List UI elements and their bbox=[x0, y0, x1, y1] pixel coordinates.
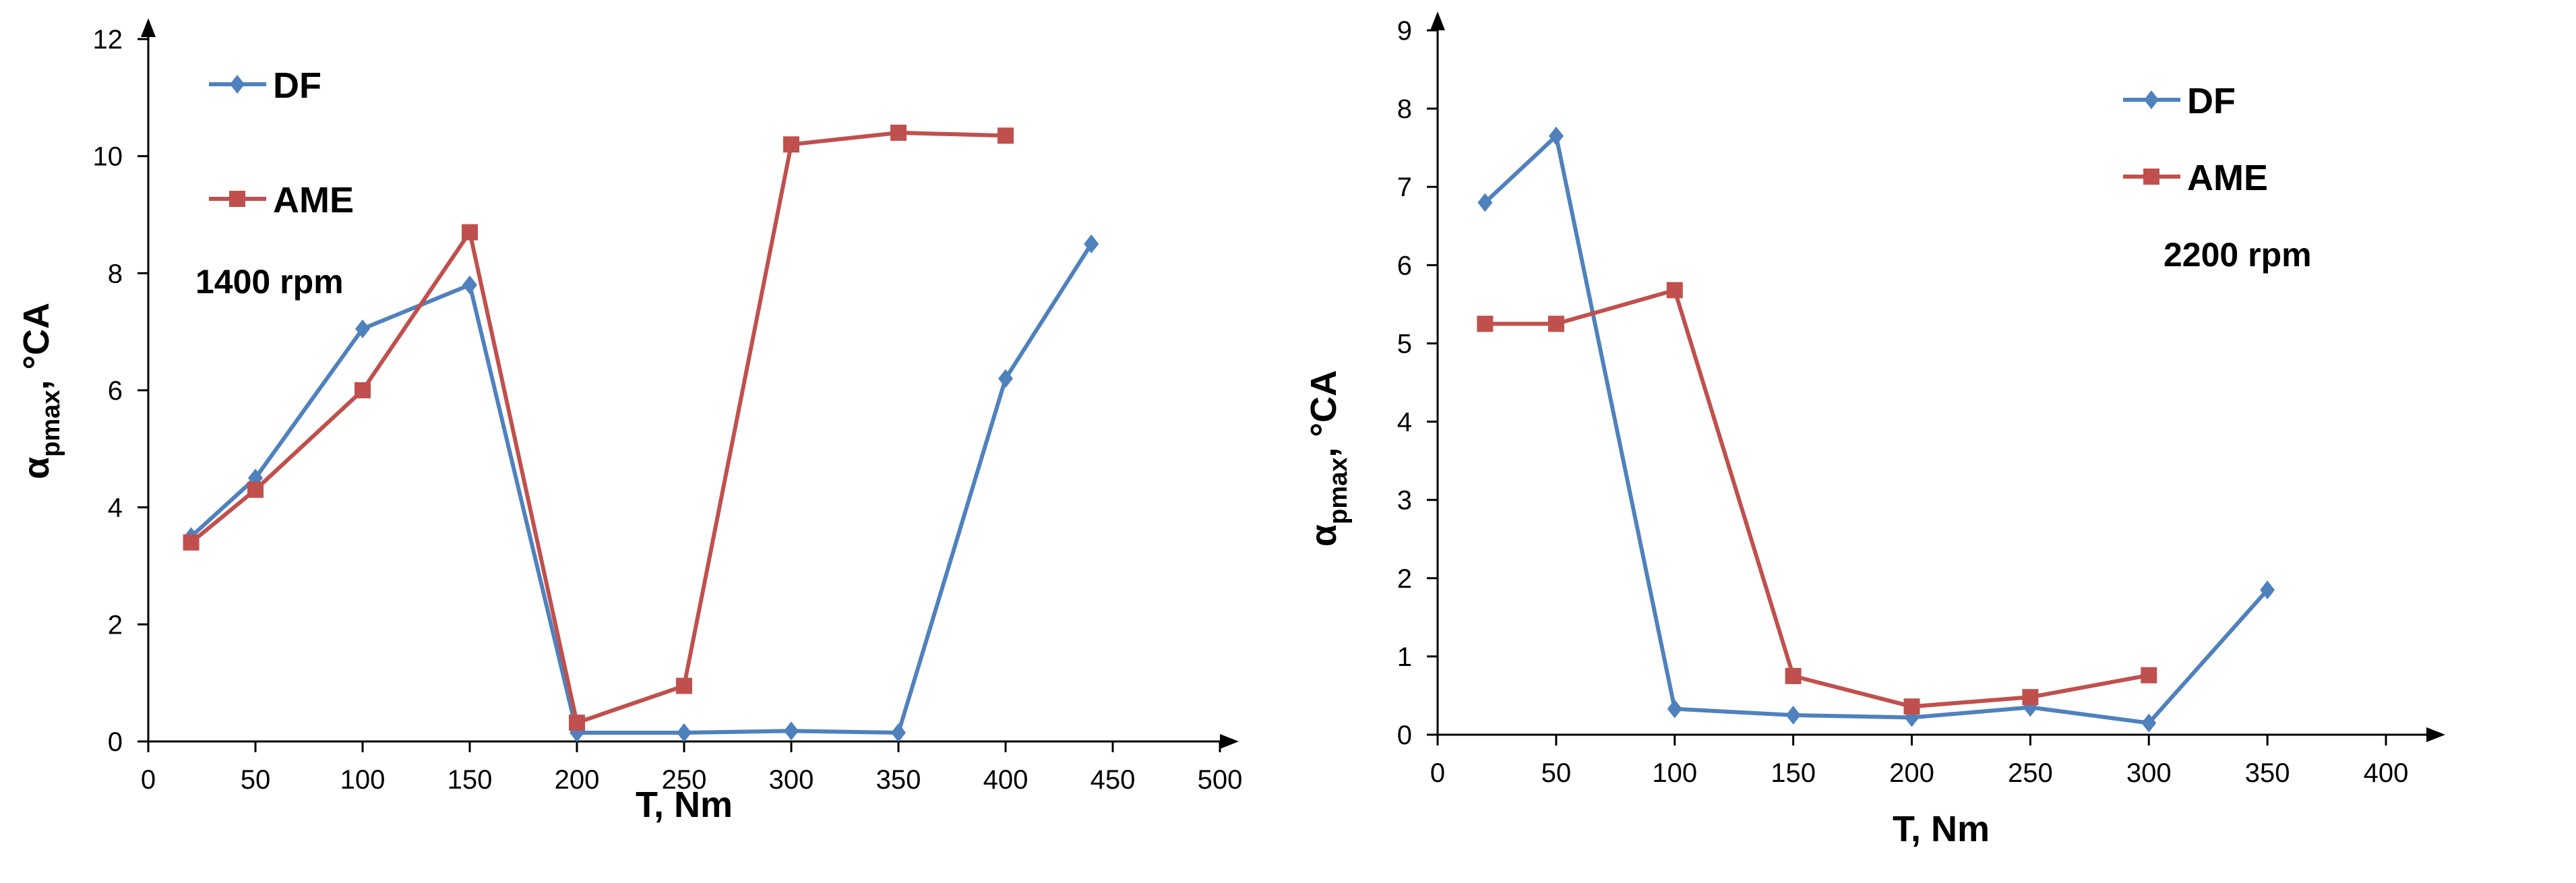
x-tick-label: 400 bbox=[983, 765, 1029, 795]
y-axis-title-unit: , °CA bbox=[16, 303, 57, 390]
x-tick-label: 450 bbox=[1091, 765, 1136, 795]
data-point-df bbox=[1477, 193, 1493, 212]
y-axis-arrow bbox=[141, 18, 156, 37]
x-tick-label: 0 bbox=[141, 765, 156, 795]
chart-2200rpm: 0 50 100 150 200 250 300 350 400 0 1 2 3 4 5 6 7 8 9 DF AME 2… bbox=[1304, 11, 2445, 849]
chart-1400rpm: 0 50 100 150 200 250 300 350 400 450 500 0 2 4 6 8 10 12 D… bbox=[16, 18, 1243, 825]
data-point-ame bbox=[1477, 315, 1494, 332]
rpm-annotation: 1400 rpm bbox=[195, 263, 344, 301]
y-tick-label: 7 bbox=[1397, 173, 1412, 202]
rpm-annotation: 2200 rpm bbox=[2164, 236, 2312, 274]
y-tick-label: 3 bbox=[1397, 486, 1412, 516]
legend-label-df: DF bbox=[2187, 81, 2236, 121]
x-tick-label: 0 bbox=[1430, 758, 1445, 788]
data-point-df bbox=[355, 319, 370, 338]
data-point-df bbox=[2260, 580, 2275, 600]
data-point-df bbox=[1084, 234, 1099, 253]
y-axis-title: αpmax, °CA bbox=[1304, 370, 1353, 547]
data-point-ame bbox=[783, 136, 799, 153]
x-tick-label: 350 bbox=[2245, 758, 2290, 788]
data-point-ame bbox=[1547, 315, 1564, 332]
x-tick-label: 400 bbox=[2364, 758, 2409, 788]
y-tick-label: 10 bbox=[93, 142, 123, 172]
data-point-ame bbox=[1785, 667, 1802, 684]
x-tick-label: 500 bbox=[1198, 765, 1243, 795]
x-tick-label: 200 bbox=[1889, 758, 1934, 788]
x-tick-label: 350 bbox=[876, 765, 921, 795]
x-axis-arrow bbox=[2426, 727, 2445, 742]
legend-label-df: DF bbox=[273, 65, 321, 106]
data-point-ame bbox=[569, 714, 585, 731]
legend-label-ame: AME bbox=[273, 180, 354, 220]
y-tick-label: 1 bbox=[1397, 642, 1412, 672]
series-line-ame bbox=[1485, 288, 2149, 709]
y-tick-label: 0 bbox=[1397, 721, 1412, 750]
x-axis-title: T, Nm bbox=[636, 785, 733, 825]
y-tick-label: 12 bbox=[93, 25, 123, 55]
y-tick-label: 2 bbox=[108, 610, 123, 640]
y-tick-label: 6 bbox=[108, 376, 123, 406]
legend-marker-df bbox=[2144, 90, 2159, 109]
y-axis-title-subscript: pmax bbox=[37, 390, 65, 457]
data-point-df bbox=[462, 275, 477, 295]
x-tick-label: 50 bbox=[241, 765, 271, 795]
x-tick-label: 300 bbox=[769, 765, 814, 795]
data-point-df bbox=[1667, 699, 1682, 719]
data-point-ame bbox=[2022, 689, 2039, 706]
x-tick-label: 100 bbox=[340, 765, 386, 795]
data-point-df bbox=[2141, 713, 2157, 733]
series-line-df bbox=[1483, 133, 2269, 725]
x-axis-arrow bbox=[1220, 734, 1239, 749]
series-line-ame bbox=[189, 130, 1006, 725]
data-point-ame bbox=[247, 481, 264, 498]
x-tick-label: 50 bbox=[1541, 758, 1572, 788]
legend-marker-ame bbox=[2143, 169, 2159, 185]
data-point-df bbox=[1785, 705, 1801, 725]
y-axis-title: αpmax, °CA bbox=[16, 303, 65, 479]
y-tick-label: 8 bbox=[1397, 94, 1412, 124]
data-point-ame bbox=[183, 534, 200, 551]
data-point-df bbox=[998, 369, 1013, 388]
data-point-df bbox=[677, 723, 692, 742]
data-point-ame bbox=[1903, 698, 1920, 715]
data-point-ame bbox=[2141, 667, 2157, 683]
data-point-ame bbox=[890, 124, 907, 141]
y-axis-title-symbol: α bbox=[1304, 524, 1344, 547]
x-tick-label: 150 bbox=[1771, 758, 1816, 788]
legend-marker-ame bbox=[229, 191, 245, 207]
y-tick-label: 2 bbox=[1397, 564, 1412, 594]
data-point-ame bbox=[355, 382, 371, 398]
x-tick-label: 200 bbox=[555, 765, 600, 795]
data-point-df bbox=[1548, 126, 1564, 146]
x-tick-label: 150 bbox=[448, 765, 493, 795]
y-axis-title-subscript: pmax bbox=[1324, 458, 1353, 524]
data-point-ame bbox=[462, 224, 478, 241]
y-tick-label: 5 bbox=[1397, 329, 1412, 359]
data-point-ame bbox=[1666, 282, 1683, 299]
y-tick-label: 8 bbox=[108, 259, 123, 288]
legend-label-ame: AME bbox=[2187, 158, 2268, 198]
y-tick-label: 0 bbox=[108, 727, 123, 757]
y-axis-title-unit: , °CA bbox=[1304, 370, 1344, 458]
x-tick-label: 100 bbox=[1652, 758, 1697, 788]
y-tick-label: 9 bbox=[1397, 16, 1412, 46]
y-tick-label: 6 bbox=[1397, 251, 1412, 280]
x-tick-label: 250 bbox=[2008, 758, 2053, 788]
data-point-df bbox=[784, 721, 799, 741]
series-line-df bbox=[189, 243, 1093, 735]
data-point-ame bbox=[676, 677, 692, 694]
legend-marker-df bbox=[230, 75, 245, 94]
data-point-ame bbox=[998, 127, 1014, 144]
y-tick-label: 4 bbox=[108, 493, 123, 523]
data-point-df bbox=[891, 723, 906, 742]
y-axis-arrow bbox=[1430, 11, 1445, 30]
x-axis-title: T, Nm bbox=[1893, 809, 1990, 849]
y-axis-title-symbol: α bbox=[16, 457, 57, 479]
x-tick-label: 300 bbox=[2126, 758, 2172, 788]
x-tick-label: 250 bbox=[662, 765, 707, 795]
y-tick-label: 4 bbox=[1397, 408, 1412, 437]
